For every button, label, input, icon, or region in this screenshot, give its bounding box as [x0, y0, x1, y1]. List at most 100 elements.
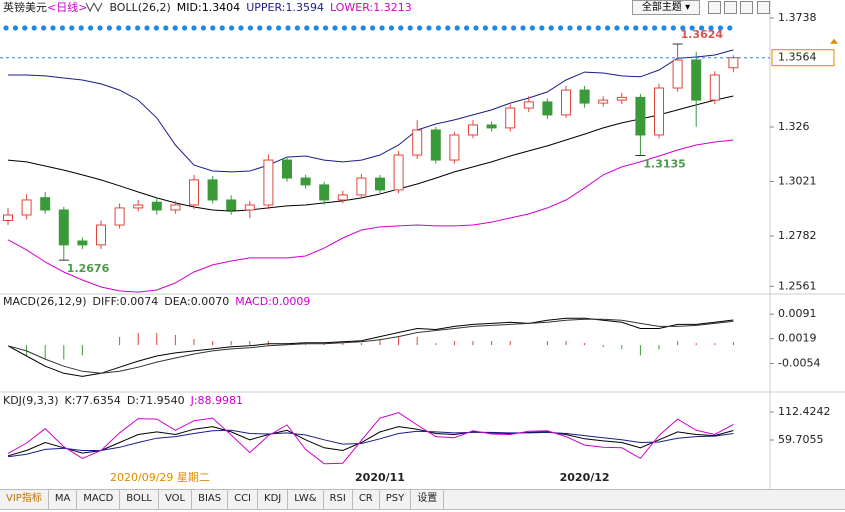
- indicator-tab[interactable]: LW&: [288, 490, 324, 509]
- candle-body: [709, 74, 720, 101]
- marker-dot: [445, 25, 451, 31]
- marker-dot: [285, 25, 291, 31]
- marker-dot: [417, 25, 423, 31]
- marker-dot: [642, 25, 648, 31]
- date-label: 2020/09/29 星期二: [110, 471, 210, 484]
- marker-dot: [708, 25, 714, 31]
- indicator-line: [7, 426, 734, 457]
- marker-dot: [191, 25, 197, 31]
- main-header: 英镑美元<日线> BOLL(26,2) MID:1.3404 UPPER:1.3594…: [3, 0, 412, 14]
- period: <日线>: [47, 0, 87, 14]
- indicator-tab[interactable]: BOLL: [120, 490, 159, 509]
- indicator-tab[interactable]: 设置: [411, 490, 445, 509]
- indicator: BOLL(26,2): [109, 1, 170, 14]
- marker-dot: [210, 25, 216, 31]
- marker-dot: [510, 25, 517, 31]
- marker-dot: [59, 25, 65, 31]
- candle-body: [337, 194, 348, 201]
- candle-body: [672, 59, 683, 89]
- marker-dot: [379, 25, 385, 31]
- marker-dot: [454, 25, 460, 31]
- indicator-tab[interactable]: RSI: [324, 490, 353, 509]
- indicator-tab[interactable]: MA: [49, 490, 78, 509]
- marker-dot: [12, 25, 18, 31]
- indicator-tab[interactable]: MACD: [77, 490, 121, 509]
- marker-dot: [116, 25, 122, 31]
- indicator-tab[interactable]: VOL: [159, 490, 193, 509]
- candle-body: [40, 197, 51, 211]
- marker-dot: [266, 25, 272, 31]
- marker-dot: [88, 25, 94, 31]
- legend-entry: UPPER:1.3594: [246, 1, 324, 14]
- marker-dot: [200, 25, 206, 31]
- legend-entry: K:77.6354: [65, 394, 121, 407]
- marker-dot: [31, 25, 37, 31]
- theme-button[interactable]: 全部主题 ▾: [632, 0, 700, 15]
- indicator-tab[interactable]: CCI: [228, 490, 259, 509]
- marker-dot: [313, 25, 319, 31]
- marker-dot: [539, 25, 545, 31]
- marker-dot: [558, 25, 564, 31]
- marker-row: [3, 25, 733, 31]
- marker-dot: [699, 25, 705, 31]
- y-tick-label: 112.4242: [778, 405, 831, 418]
- marker-dot: [670, 25, 677, 31]
- y-tick-label: 1.2561: [778, 279, 817, 292]
- marker-dot: [482, 25, 488, 31]
- icon-button[interactable]: [740, 1, 753, 14]
- candle-body: [598, 99, 609, 104]
- indicator-tab[interactable]: KDJ: [258, 490, 289, 509]
- y-tick-label: 1.326: [778, 120, 810, 133]
- marker-dot: [135, 25, 141, 31]
- marker-dot: [689, 25, 695, 31]
- indicator-tab[interactable]: BIAS: [192, 490, 229, 509]
- marker-dot: [332, 25, 338, 31]
- icon-button[interactable]: [708, 1, 721, 14]
- marker-dot: [351, 25, 357, 31]
- icon-button[interactable]: [724, 1, 737, 14]
- candle-body: [393, 154, 404, 191]
- extreme-label: 1.2676: [67, 262, 110, 275]
- marker-dot: [426, 25, 432, 31]
- candle-body: [58, 209, 69, 246]
- candle-body: [133, 204, 144, 209]
- indicator-tab[interactable]: CR: [353, 490, 380, 509]
- marker-dot: [398, 25, 404, 31]
- marker-dot: [501, 25, 507, 31]
- marker-dot: [407, 25, 413, 31]
- candle-body: [226, 199, 237, 211]
- candle-body: [189, 179, 199, 206]
- indicator-icon: [85, 2, 103, 13]
- symbol: 英镑美元: [3, 0, 47, 14]
- marker-dot: [106, 25, 112, 31]
- candle-body: [96, 224, 106, 246]
- y-tick-label: 1.3021: [778, 174, 817, 187]
- marker-dot: [473, 25, 479, 31]
- marker-dot: [492, 25, 498, 31]
- chart: 英镑美元<日线> BOLL(26,2) MID:1.3404 UPPER:1.3594…: [0, 0, 845, 489]
- marker-dot: [652, 25, 658, 31]
- marker-dot: [229, 25, 235, 31]
- marker-dot: [238, 25, 244, 31]
- marker-dot: [153, 25, 159, 31]
- y-tick-label: 59.7055: [778, 433, 824, 446]
- y-tick-label: -0.0054: [778, 356, 820, 369]
- y-tick-label: 0.0091: [778, 307, 817, 320]
- indicator-tab[interactable]: PSY: [380, 490, 412, 509]
- candle-body: [691, 59, 702, 101]
- marker-dot: [163, 25, 169, 31]
- legend-entry: D:71.9540: [127, 394, 185, 407]
- marker-dot: [69, 25, 75, 31]
- candle-body: [505, 107, 516, 129]
- marker-dot: [3, 25, 9, 31]
- candle-body: [375, 177, 385, 191]
- marker-dot: [78, 25, 84, 31]
- marker-dot: [717, 25, 724, 31]
- indicator-tab[interactable]: VIP指标: [0, 490, 49, 509]
- legend-entry: DIFF:0.0074: [93, 295, 159, 308]
- icon-button[interactable]: [757, 1, 770, 14]
- candle-body: [449, 134, 460, 161]
- candle-body: [468, 124, 478, 136]
- candle-body: [263, 159, 274, 206]
- last-price-box: [771, 49, 835, 67]
